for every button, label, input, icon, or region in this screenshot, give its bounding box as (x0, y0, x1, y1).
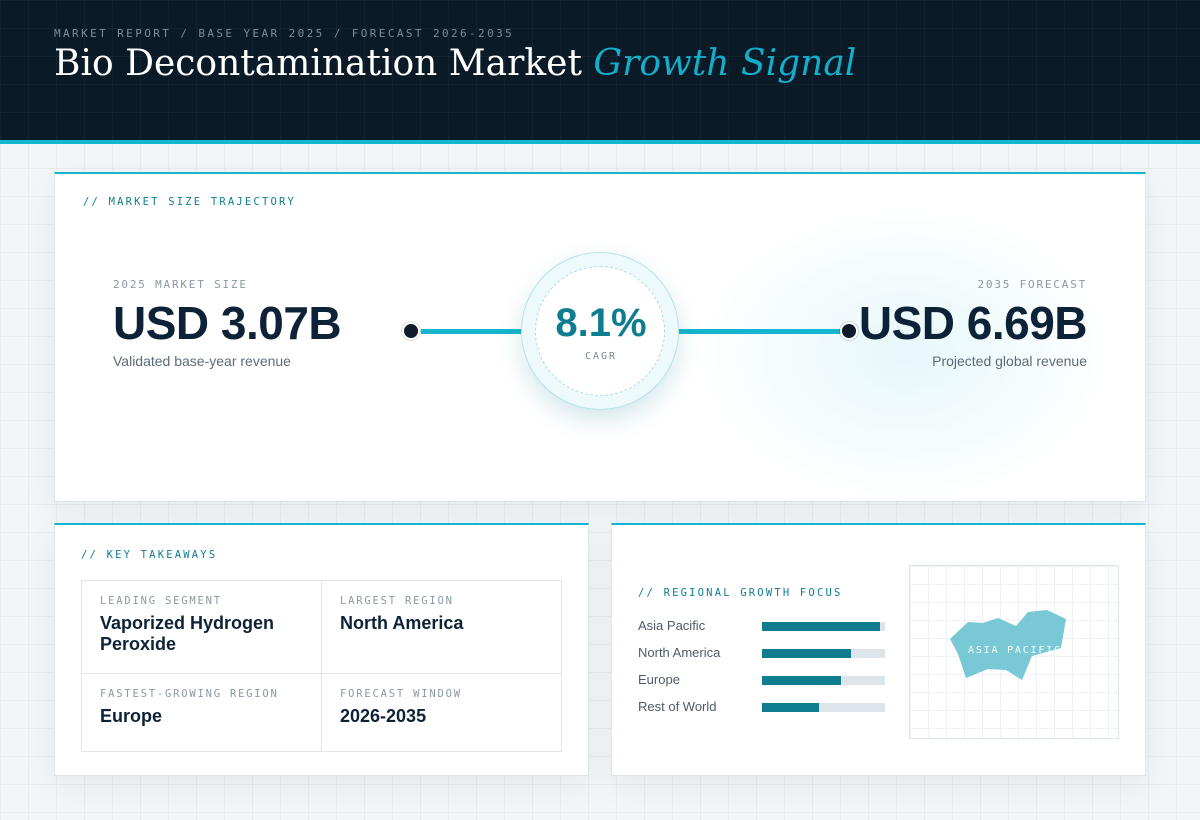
grid-divider-vertical (321, 581, 322, 751)
cagr-value: 8.1% (555, 301, 647, 345)
page-title: Bio Decontamination Market Growth Signal (54, 43, 856, 84)
takeaway-label: LEADING SEGMENT (100, 595, 222, 607)
takeaway-forecast-window: FORECAST WINDOW 2026-2035 (340, 688, 550, 727)
region-bar-track (762, 703, 885, 712)
regional-growth-card: // REGIONAL GROWTH FOCUS Asia Pacific No… (611, 523, 1146, 776)
takeaway-value: Vaporized Hydrogen Peroxide (100, 613, 275, 654)
takeaway-leading-segment: LEADING SEGMENT Vaporized Hydrogen Perox… (100, 595, 310, 655)
region-name: Europe (638, 672, 680, 687)
header-accent-rule (0, 140, 1200, 144)
end-point-marker (840, 322, 858, 340)
end-metric-value: USD 6.69B (858, 297, 1088, 349)
trajectory-section-label: // MARKET SIZE TRAJECTORY (83, 196, 297, 208)
end-metric-note: Projected global revenue (932, 353, 1087, 369)
asia-pacific-map-shape (950, 610, 1066, 680)
background-glow (695, 204, 1115, 501)
takeaway-largest-region: LARGEST REGION North America (340, 595, 550, 634)
region-name: North America (638, 645, 721, 660)
start-point-marker (402, 322, 420, 340)
takeaway-value: Europe (100, 706, 163, 726)
report-eyebrow: MARKET REPORT / BASE YEAR 2025 / FORECAS… (54, 27, 515, 40)
takeaways-section-label: // KEY TAKEAWAYS (81, 549, 218, 561)
region-bar-track (762, 649, 885, 658)
region-bar-fill (762, 703, 819, 712)
report-header: MARKET REPORT / BASE YEAR 2025 / FORECAS… (0, 0, 1200, 140)
trajectory-line-right (679, 329, 845, 334)
cagr-badge: 8.1% CAGR (521, 252, 679, 410)
start-metric-label: 2025 MARKET SIZE (113, 278, 248, 291)
title-main: Bio Decontamination Market (54, 43, 582, 84)
region-name: Rest of World (638, 699, 717, 714)
start-metric-value: USD 3.07B (113, 297, 342, 349)
takeaway-value: North America (340, 613, 464, 633)
region-bar-fill (762, 649, 851, 658)
market-size-card: // MARKET SIZE TRAJECTORY 2025 MARKET SI… (54, 172, 1146, 502)
regional-section-label: // REGIONAL GROWTH FOCUS (638, 587, 843, 599)
grid-divider-horizontal (82, 673, 561, 674)
region-bar-track (762, 622, 885, 631)
trajectory-line-left (421, 329, 521, 334)
cagr-inner-ring: 8.1% CAGR (535, 266, 665, 396)
takeaway-label: FASTEST-GROWING REGION (100, 688, 279, 700)
region-row-north-america: North America (638, 645, 888, 661)
region-row-europe: Europe (638, 672, 888, 688)
takeaway-label: LARGEST REGION (340, 595, 454, 607)
region-row-rest-of-world: Rest of World (638, 699, 888, 715)
takeaway-label: FORECAST WINDOW (340, 688, 462, 700)
title-accent: Growth Signal (593, 43, 857, 84)
region-row-asia-pacific: Asia Pacific (638, 618, 888, 634)
takeaway-fastest-region: FASTEST-GROWING REGION Europe (100, 688, 310, 727)
region-name: Asia Pacific (638, 618, 706, 633)
key-takeaways-card: // KEY TAKEAWAYS LEADING SEGMENT Vaporiz… (54, 523, 589, 776)
map-region-label: ASIA PACIFIC (968, 645, 1062, 656)
region-bar-fill (762, 676, 841, 685)
start-metric-note: Validated base-year revenue (113, 353, 291, 369)
end-metric-label: 2035 FORECAST (977, 278, 1087, 291)
region-bar-track (762, 676, 885, 685)
takeaway-value: 2026-2035 (340, 706, 427, 726)
region-bar-fill (762, 622, 881, 631)
region-map: ASIA PACIFIC (909, 565, 1119, 739)
cagr-label: CAGR (584, 351, 618, 362)
takeaways-grid: LEADING SEGMENT Vaporized Hydrogen Perox… (81, 580, 562, 752)
